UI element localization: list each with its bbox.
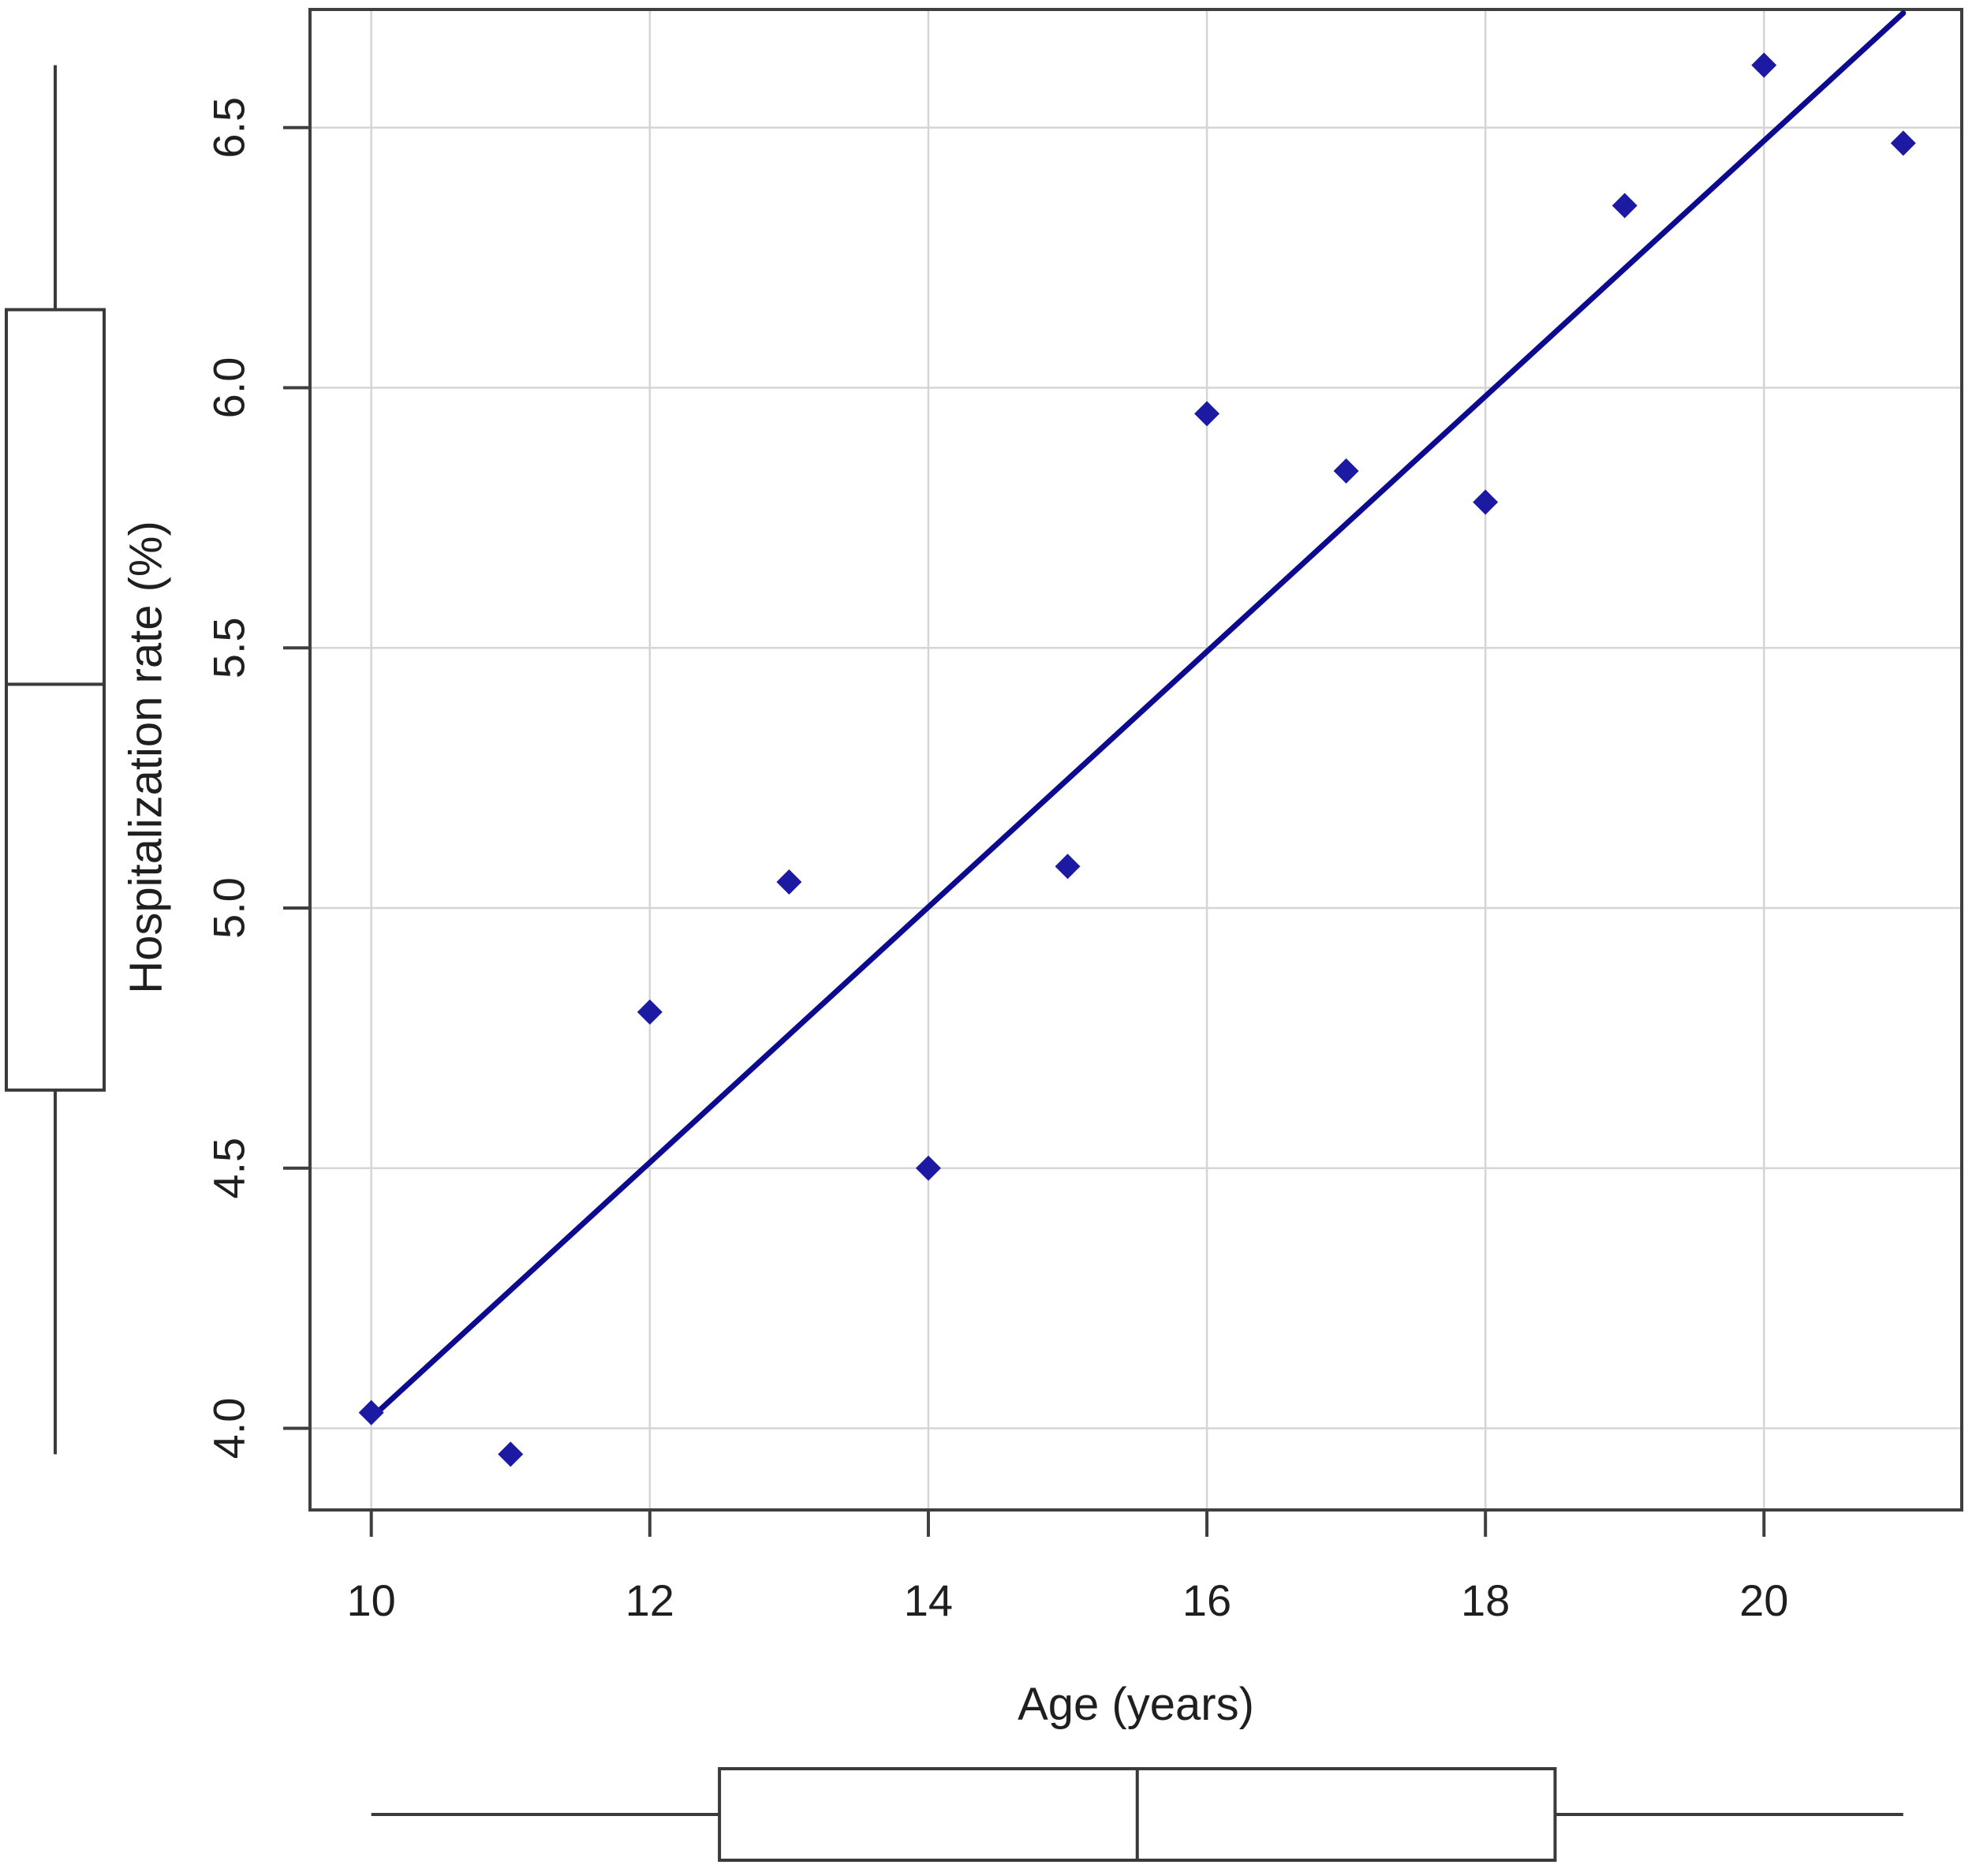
x-tick-label: 16 <box>1182 1575 1231 1625</box>
y-tick-label: 5.5 <box>204 617 254 678</box>
data-point <box>498 1441 524 1467</box>
y-tick-label: 5.0 <box>204 877 254 939</box>
y-tick-label: 4.0 <box>204 1398 254 1459</box>
data-point <box>1751 52 1777 78</box>
data-point <box>1473 489 1499 515</box>
x-axis-title: Age (years) <box>1018 1679 1254 1730</box>
data-point <box>915 1155 941 1181</box>
plot-frame <box>308 8 1963 1512</box>
data-point <box>358 1400 384 1426</box>
x-tick-label: 18 <box>1461 1575 1510 1625</box>
data-point <box>1055 854 1081 880</box>
gridlines <box>310 9 1962 1510</box>
plot-border <box>308 8 1963 1512</box>
axis-tick-labels: 10 12 14 16 18 20 4.0 4.5 5.0 5.5 6.0 6.5 <box>204 97 1789 1625</box>
x-tick-label: 12 <box>626 1575 674 1625</box>
x-tick-label: 10 <box>347 1575 396 1625</box>
y-boxplot-box <box>5 308 106 1092</box>
data-point <box>1333 458 1359 484</box>
x-tick-label: 14 <box>904 1575 953 1625</box>
regression-line <box>368 10 1907 1421</box>
y-tick-label: 6.5 <box>204 97 254 159</box>
y-axis-title: Hospitalization rate (%) <box>121 521 172 994</box>
marginal-boxplots <box>5 65 1903 1862</box>
data-point <box>637 999 663 1025</box>
fit-line <box>368 10 1907 1421</box>
x-tick-label: 20 <box>1739 1575 1788 1625</box>
y-tick-label: 6.0 <box>204 357 254 419</box>
data-point <box>776 869 802 895</box>
data-points <box>358 52 1916 1467</box>
data-point <box>1194 401 1220 427</box>
data-point <box>1890 130 1916 156</box>
axis-ticks <box>283 125 1766 1537</box>
y-tick-label: 4.5 <box>204 1138 254 1199</box>
data-point <box>1612 192 1638 219</box>
